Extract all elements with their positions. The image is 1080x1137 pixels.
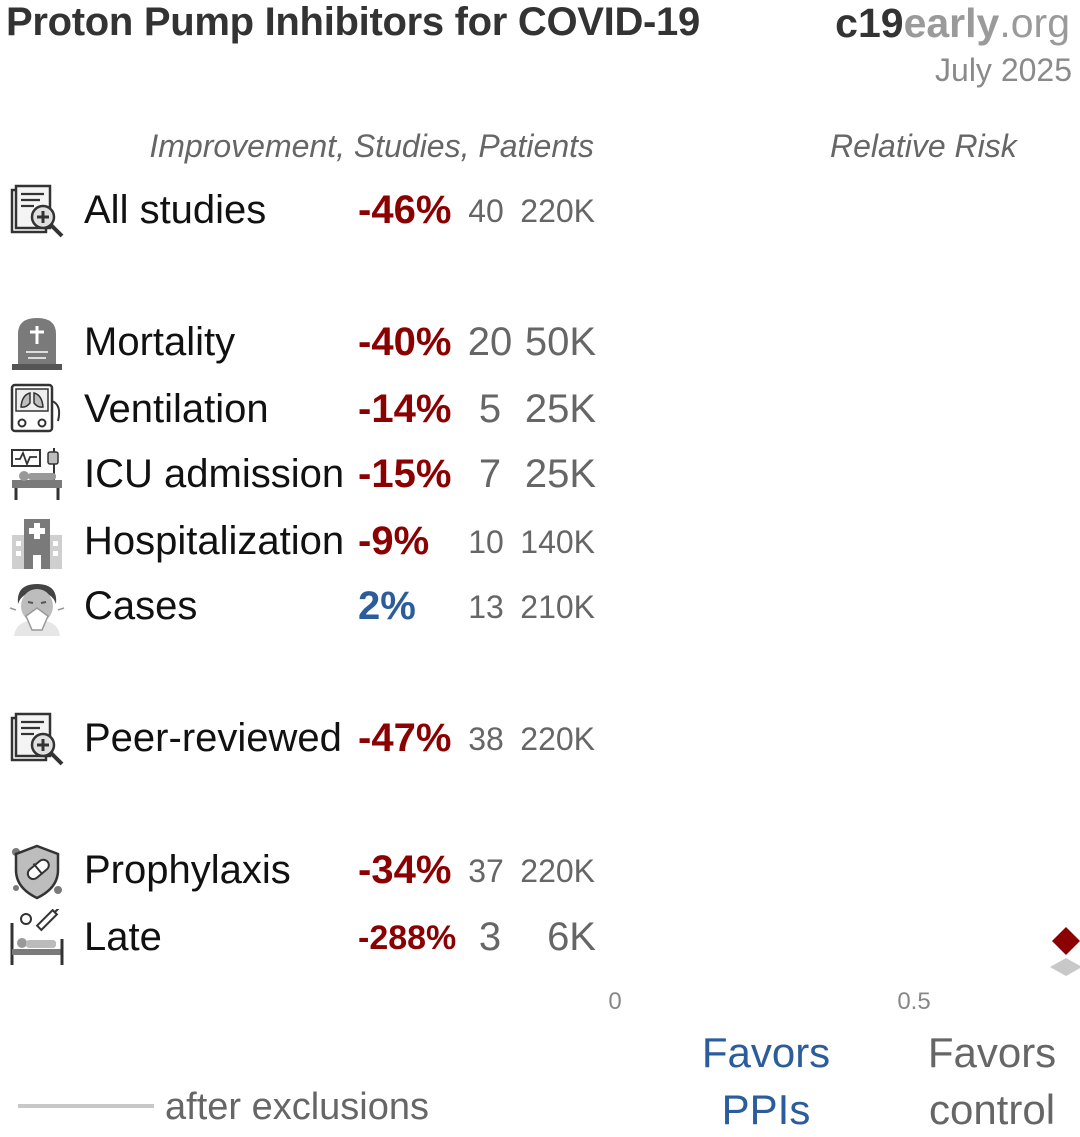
study-count: 37 xyxy=(468,853,504,889)
improvement-percent: -34% xyxy=(358,848,452,892)
chart-title: Proton Pump Inhibitors for COVID-19 xyxy=(6,0,700,44)
study-count: 5 xyxy=(478,387,502,431)
improvement-percent: 2% xyxy=(358,584,416,628)
brand-part-3: .org xyxy=(999,0,1070,46)
icu-bed-monitor-icon xyxy=(8,446,66,504)
row-label: Hospitalization xyxy=(84,519,345,563)
brand-part-1: c19 xyxy=(835,0,904,46)
row-label: Cases xyxy=(84,584,198,628)
patient-count: 220K xyxy=(520,853,595,889)
row-label: Late xyxy=(84,915,162,959)
hospital-building-icon xyxy=(8,513,66,571)
peer-review-document-icon xyxy=(8,710,66,768)
sick-person-icon xyxy=(8,578,66,636)
row-label: ICU admission xyxy=(84,452,345,496)
patient-count: 220K xyxy=(520,721,595,757)
right-column-header: Relative Risk xyxy=(830,128,1017,164)
patient-count: 50K xyxy=(524,320,596,364)
x-tick-label: 0.5 xyxy=(897,988,930,1015)
patient-count: 210K xyxy=(520,589,595,625)
tombstone-icon xyxy=(8,314,66,372)
left-column-header: Improvement, Studies, Patients xyxy=(149,128,594,164)
patient-count: 25K xyxy=(524,387,596,431)
study-document-search-icon xyxy=(8,182,66,240)
legend-swatch xyxy=(18,1104,154,1108)
brand-part-2: early xyxy=(903,0,1000,46)
improvement-percent: -9% xyxy=(358,519,430,563)
excluded-effect-diamond xyxy=(1050,958,1080,976)
study-count: 10 xyxy=(468,524,504,560)
favors-right-label: Favors control xyxy=(927,1029,1057,1133)
patient-count: 25K xyxy=(524,452,596,496)
patient-bed-syringe-icon xyxy=(8,906,66,967)
brand-logo[interactable]: c19early.org xyxy=(835,0,1070,47)
study-count: 7 xyxy=(478,452,502,496)
improvement-percent: -46% xyxy=(358,188,452,232)
publication-date: July 2025 xyxy=(935,52,1072,88)
ventilator-lungs-icon xyxy=(8,381,66,439)
study-count: 20 xyxy=(467,320,513,364)
favors-left-label: Favors PPIs xyxy=(701,1029,831,1133)
x-tick-label: 0 xyxy=(608,988,621,1015)
improvement-percent: -40% xyxy=(358,320,452,364)
legend-label: after exclusions xyxy=(165,1086,430,1128)
improvement-percent: -14% xyxy=(358,387,452,431)
study-count: 13 xyxy=(468,589,504,625)
study-count: 3 xyxy=(478,915,502,959)
row-label: Mortality xyxy=(84,320,236,364)
shield-virus-pill-icon xyxy=(8,842,66,900)
patient-count: 6K xyxy=(547,915,596,959)
row-label: All studies xyxy=(84,188,267,232)
patient-count: 220K xyxy=(520,193,595,229)
row-label: Prophylaxis xyxy=(84,848,291,892)
study-count: 40 xyxy=(468,193,504,229)
patient-count: 140K xyxy=(520,524,595,560)
improvement-percent: -47% xyxy=(358,716,452,760)
row-label: Ventilation xyxy=(84,387,269,431)
row-label: Peer-reviewed xyxy=(84,716,342,760)
improvement-percent: -288% xyxy=(358,919,457,957)
study-count: 38 xyxy=(468,721,504,757)
improvement-percent: -15% xyxy=(358,452,452,496)
effect-diamond xyxy=(1052,927,1080,955)
